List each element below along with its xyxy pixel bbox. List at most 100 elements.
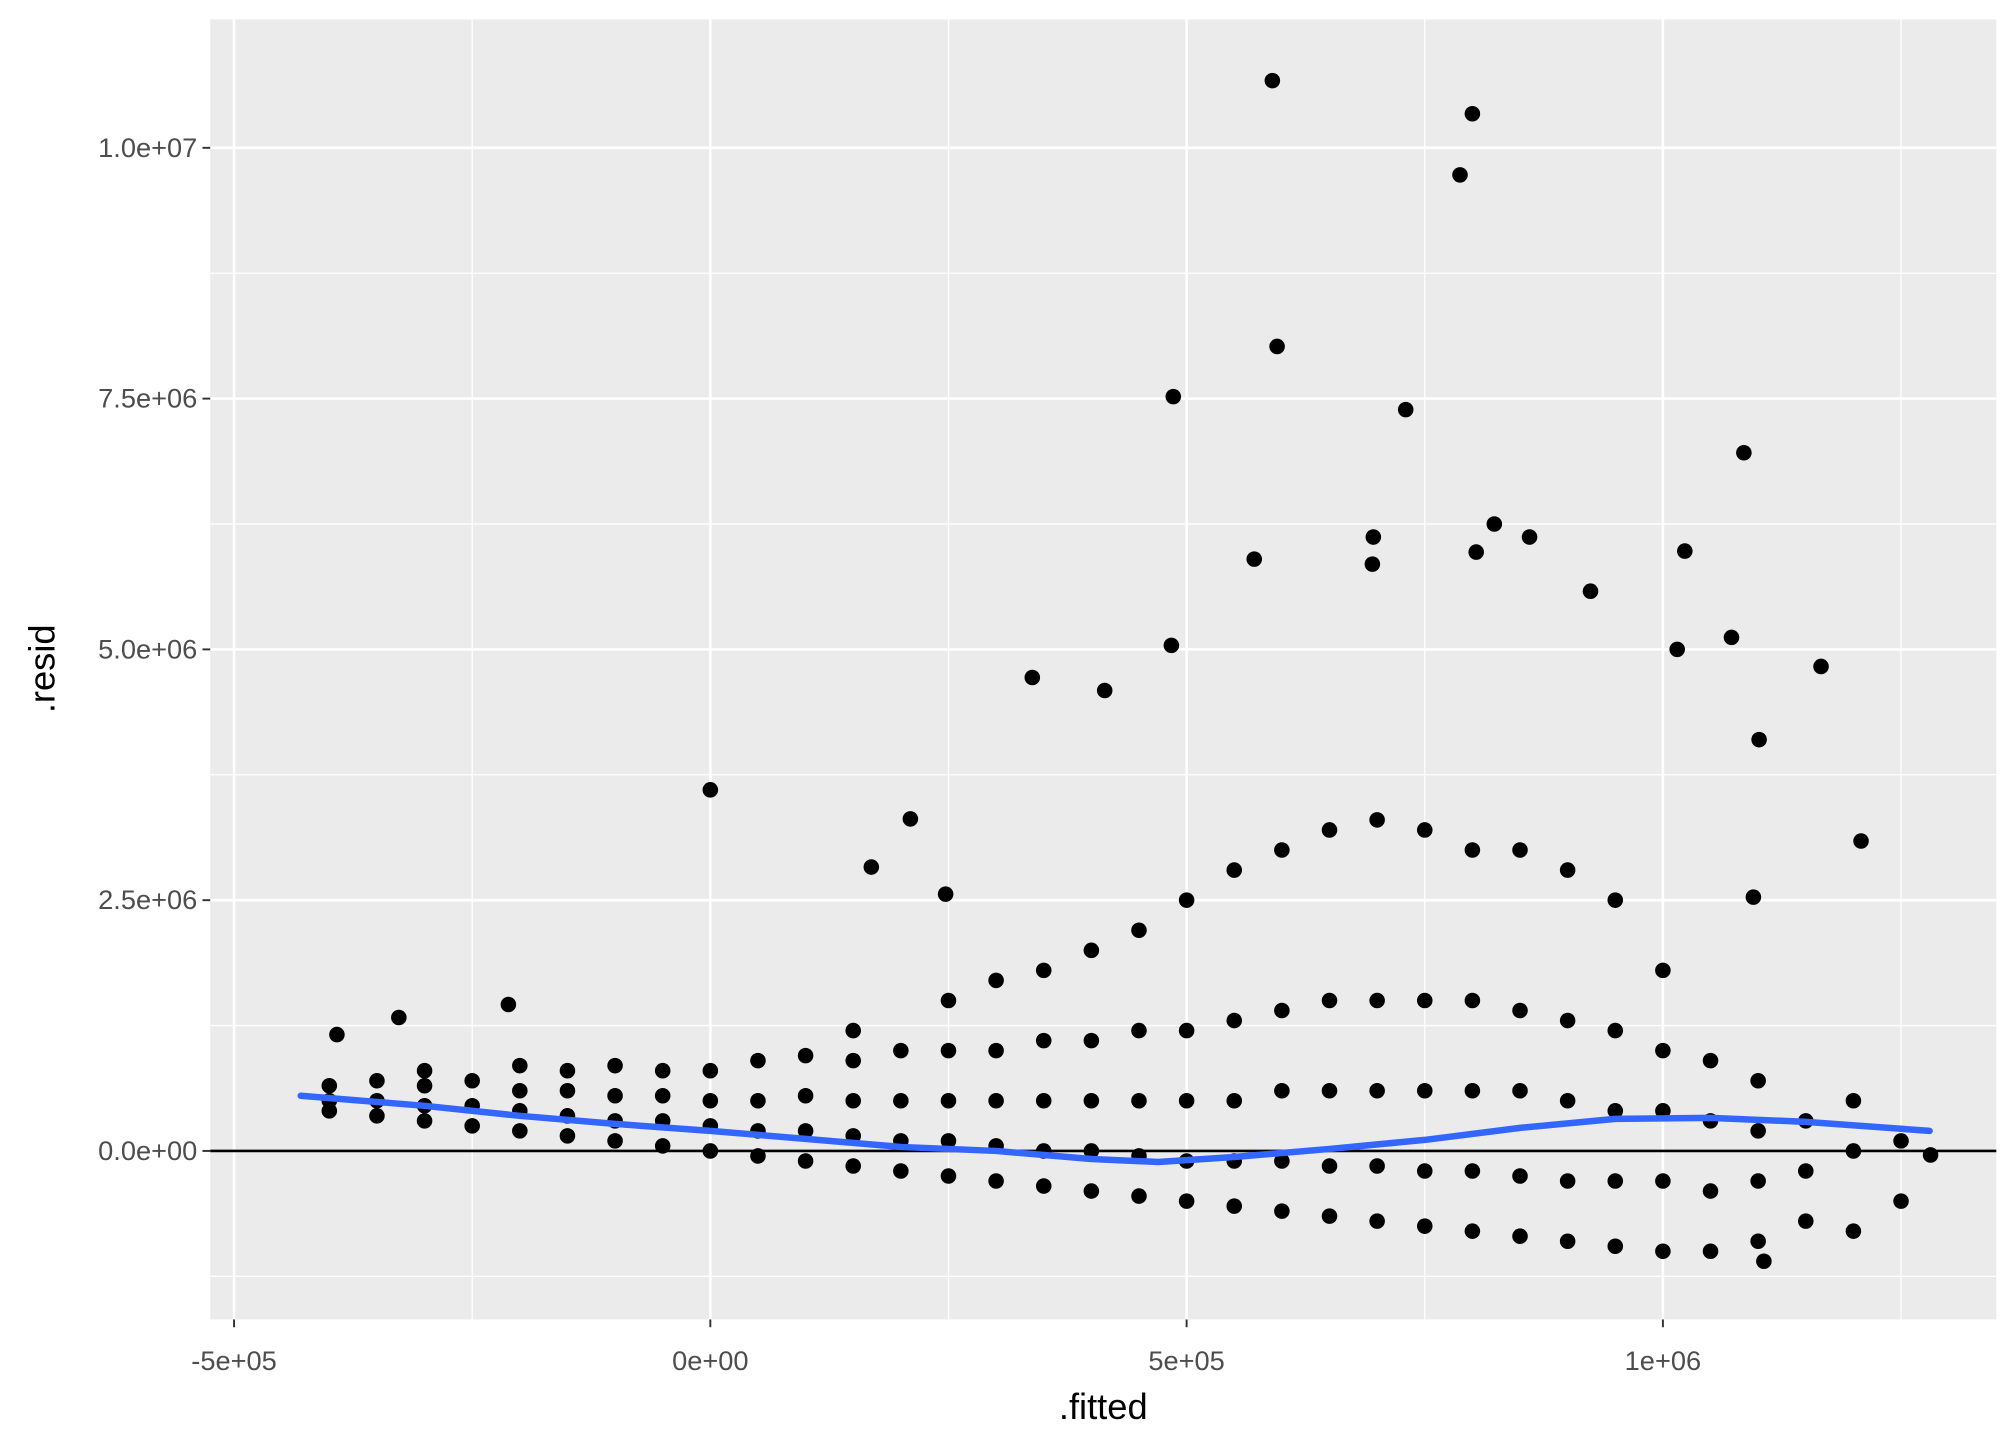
point <box>1083 1093 1100 1109</box>
point <box>329 1026 345 1043</box>
y-tick-label: 0.0e+00 <box>98 1135 197 1166</box>
point <box>940 1168 957 1184</box>
point <box>1607 1022 1624 1039</box>
point <box>1178 1093 1195 1109</box>
point <box>797 1087 814 1104</box>
point <box>845 1093 861 1109</box>
point <box>1264 72 1281 89</box>
point <box>1559 1173 1576 1189</box>
point <box>1365 529 1382 545</box>
smooth-line <box>297 1092 1933 1166</box>
point <box>1798 1213 1814 1229</box>
axes: -5e+05 0e+00 5e+05 1e+06 0.0e+00 2.5e+06 5.0e+… <box>98 132 1701 1376</box>
point <box>1798 1163 1814 1179</box>
x-tick-label: 5e+05 <box>1148 1345 1224 1376</box>
point <box>559 1062 576 1079</box>
point <box>464 1118 480 1134</box>
x-axis-title: .fitted <box>1059 1386 1148 1427</box>
x-tick-label: 1e+06 <box>1625 1345 1701 1376</box>
point <box>1607 1103 1624 1119</box>
point <box>702 1062 719 1079</box>
point <box>1845 1093 1862 1109</box>
point <box>1922 1147 1939 1163</box>
point <box>1452 167 1468 183</box>
point <box>1512 1082 1528 1099</box>
point <box>1035 1178 1052 1194</box>
point <box>1468 544 1484 560</box>
point <box>1655 962 1671 979</box>
point <box>1274 1082 1290 1099</box>
point <box>988 1173 1004 1189</box>
point <box>1131 922 1147 939</box>
point <box>512 1123 528 1139</box>
point <box>845 1052 861 1069</box>
point <box>1274 1203 1290 1219</box>
point <box>1035 1032 1052 1049</box>
point <box>797 1123 814 1139</box>
point <box>1464 992 1481 1009</box>
point <box>702 1093 719 1109</box>
point <box>1750 1072 1766 1089</box>
point <box>1486 516 1503 532</box>
point <box>559 1082 576 1099</box>
point <box>1750 1123 1766 1139</box>
point <box>1416 1082 1433 1099</box>
point <box>1702 1052 1719 1069</box>
point <box>1582 583 1599 599</box>
point <box>1369 1082 1385 1099</box>
point <box>1369 1158 1385 1174</box>
point <box>512 1057 528 1074</box>
point <box>1669 641 1685 658</box>
point <box>937 886 954 902</box>
point <box>1035 1093 1052 1109</box>
point <box>1464 105 1481 122</box>
point <box>1559 1093 1576 1109</box>
point <box>1559 862 1576 878</box>
point <box>369 1072 385 1089</box>
point <box>607 1087 623 1104</box>
point <box>1677 543 1693 559</box>
point <box>940 1042 957 1059</box>
point <box>1321 1082 1338 1099</box>
point <box>1464 1082 1481 1099</box>
point <box>750 1093 766 1109</box>
point <box>1559 1233 1576 1249</box>
point <box>988 1093 1004 1109</box>
point <box>1321 1158 1338 1174</box>
point <box>893 1093 909 1109</box>
point <box>1607 1238 1624 1255</box>
point <box>1274 1153 1290 1169</box>
point <box>1736 445 1752 461</box>
point <box>1702 1183 1719 1199</box>
point <box>902 811 919 827</box>
point <box>1131 1093 1147 1109</box>
point <box>1163 637 1180 654</box>
point <box>1512 842 1528 858</box>
point <box>863 859 880 875</box>
point <box>1321 822 1338 838</box>
point <box>940 1133 957 1149</box>
point <box>1655 1042 1671 1059</box>
point <box>1813 658 1829 675</box>
point <box>500 996 517 1013</box>
point <box>321 1077 338 1094</box>
point <box>1756 1253 1772 1270</box>
point <box>750 1052 766 1069</box>
point <box>1096 682 1113 699</box>
y-axis-title: .resid <box>22 624 63 713</box>
point <box>1464 842 1481 858</box>
point <box>893 1163 909 1179</box>
point <box>1607 1173 1624 1189</box>
point <box>416 1113 433 1129</box>
y-tick-label: 5.0e+06 <box>98 633 197 664</box>
marks <box>210 72 1997 1270</box>
point <box>1607 892 1624 908</box>
point <box>1464 1163 1481 1179</box>
point <box>1083 942 1100 959</box>
point <box>1751 731 1767 748</box>
point <box>1165 388 1182 405</box>
point <box>1226 1093 1243 1109</box>
point <box>654 1062 671 1079</box>
point <box>702 782 719 798</box>
